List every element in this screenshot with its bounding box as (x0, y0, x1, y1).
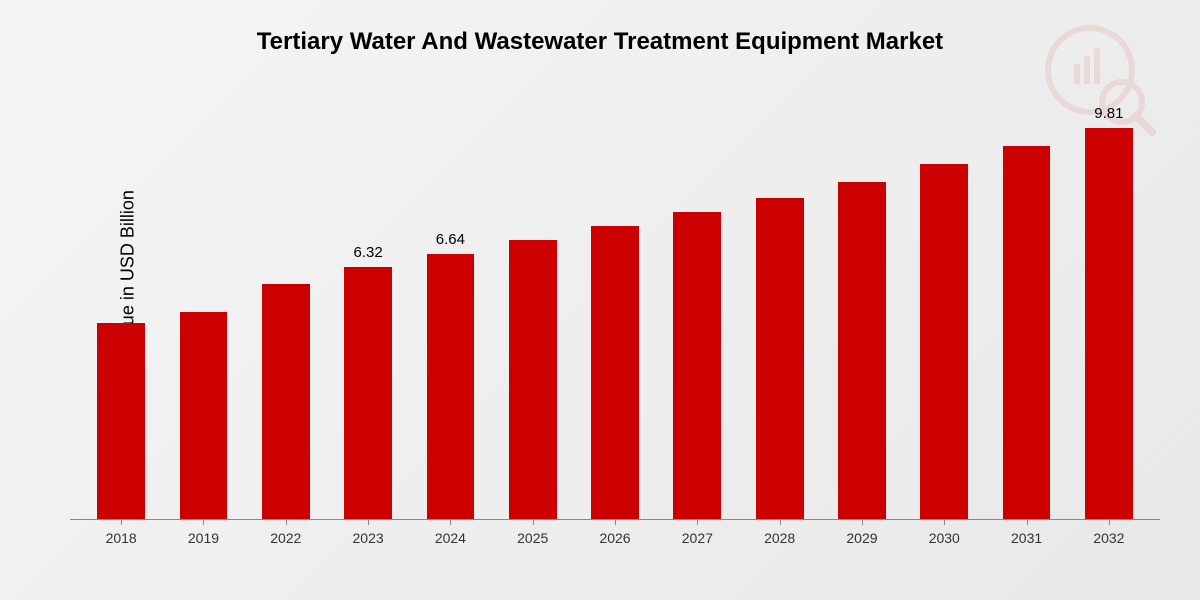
bar (1085, 128, 1133, 519)
bar-slot (162, 100, 244, 519)
x-axis-labels: 2018201920222023202420252026202720282029… (70, 524, 1160, 550)
bar (1003, 146, 1051, 519)
bar-value-label: 9.81 (1094, 105, 1123, 122)
bar-slot (492, 100, 574, 519)
bar (838, 182, 886, 519)
x-axis-label: 2027 (656, 524, 738, 550)
x-axis-label: 2019 (162, 524, 244, 550)
bars-group: 6.32 6.64 9.81 (70, 100, 1160, 519)
bar (262, 284, 310, 519)
bar (344, 267, 392, 519)
bar (509, 240, 557, 519)
x-axis-label: 2030 (903, 524, 985, 550)
x-axis-label: 2025 (492, 524, 574, 550)
bar-slot (985, 100, 1067, 519)
bar-slot: 6.64 (409, 100, 491, 519)
x-axis-label: 2026 (574, 524, 656, 550)
bar (756, 198, 804, 519)
bar-value-label: 6.32 (353, 244, 382, 261)
bar (427, 254, 475, 519)
bar (673, 212, 721, 519)
bar-slot (245, 100, 327, 519)
x-axis-label: 2032 (1068, 524, 1150, 550)
x-axis-label: 2024 (409, 524, 491, 550)
plot-area: 6.32 6.64 9.81 (70, 100, 1160, 520)
bar (920, 164, 968, 519)
bar-slot: 9.81 (1068, 100, 1150, 519)
x-axis-label: 2031 (985, 524, 1067, 550)
bar-slot: 6.32 (327, 100, 409, 519)
x-axis-label: 2023 (327, 524, 409, 550)
x-axis-label: 2022 (245, 524, 327, 550)
chart-title: Tertiary Water And Wastewater Treatment … (0, 0, 1200, 56)
bar-slot (739, 100, 821, 519)
bar-slot (656, 100, 738, 519)
bar-value-label: 6.64 (436, 231, 465, 248)
x-axis-label: 2028 (739, 524, 821, 550)
bar-slot (80, 100, 162, 519)
x-axis-label: 2029 (821, 524, 903, 550)
bar-slot (821, 100, 903, 519)
bar (591, 226, 639, 519)
chart-container: 6.326.649.81 201820192022202320242025202… (70, 100, 1160, 550)
x-axis-label: 2018 (80, 524, 162, 550)
bar (180, 312, 228, 520)
bar (97, 323, 145, 519)
bar-slot (903, 100, 985, 519)
bar-slot (574, 100, 656, 519)
